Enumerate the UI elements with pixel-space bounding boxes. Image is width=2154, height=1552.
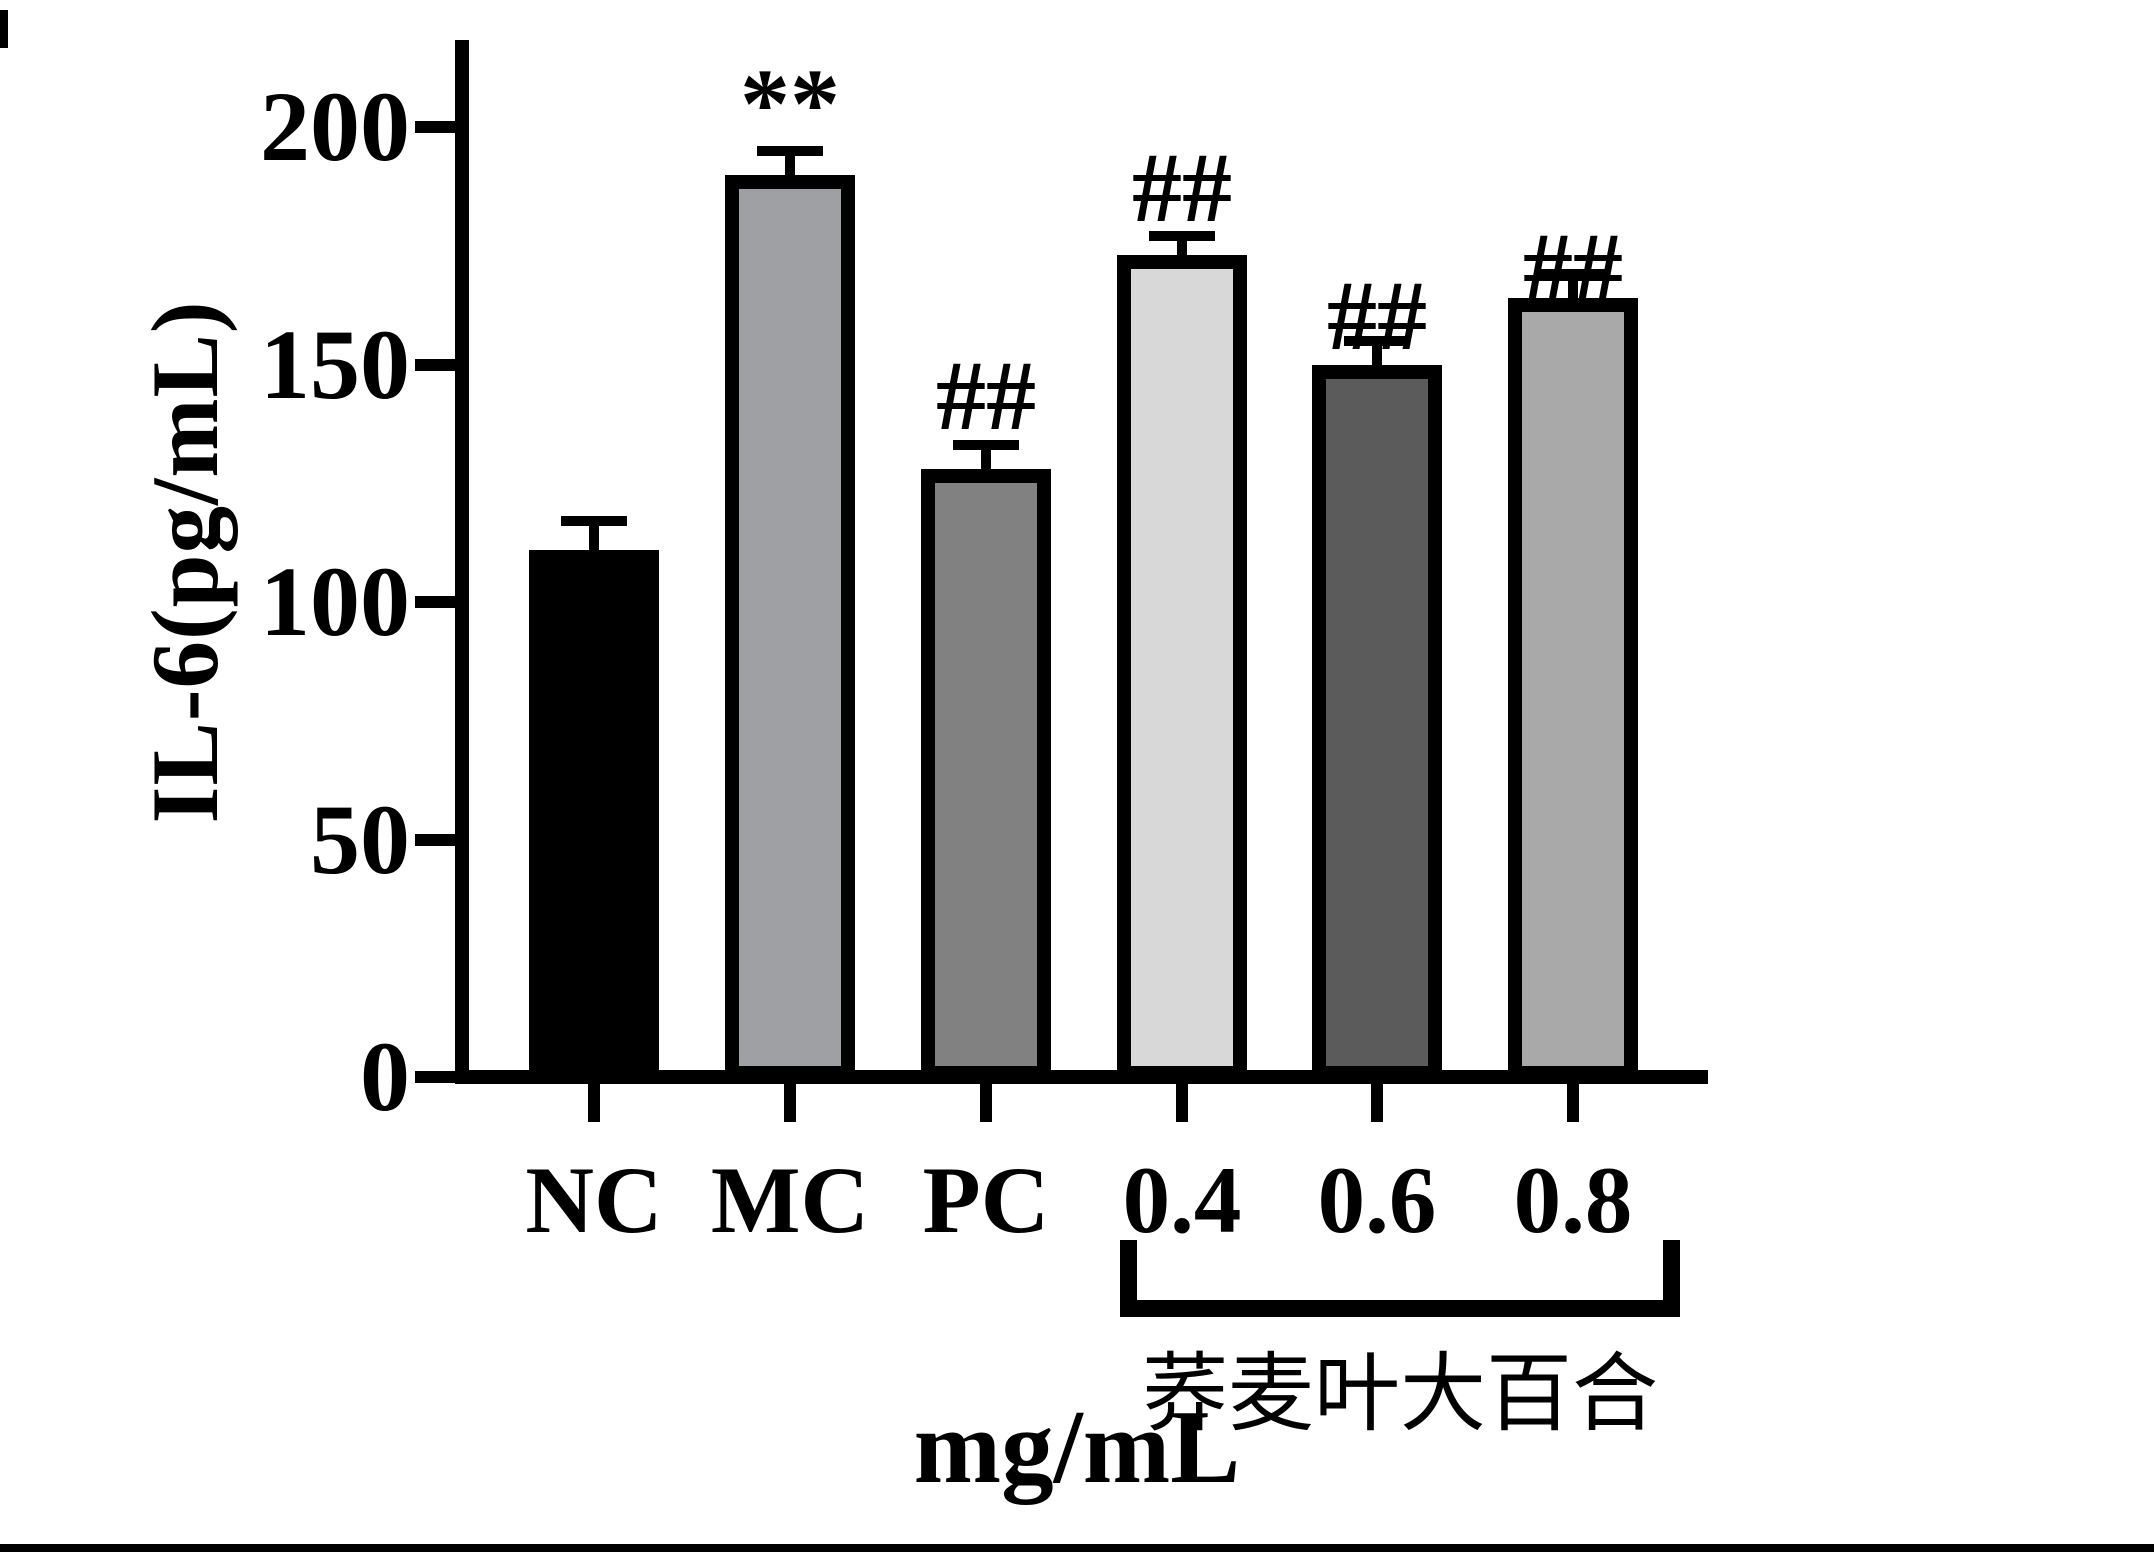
error-bar-stem (1372, 340, 1382, 373)
error-bar-cap (561, 516, 627, 527)
y-axis-tick (415, 596, 455, 608)
significance-hashes: ## (936, 340, 1036, 452)
x-axis-category-label: PC (922, 1147, 1050, 1253)
x-axis-tick (1176, 1084, 1188, 1122)
x-axis-tick (784, 1084, 796, 1122)
error-bar-cap (1149, 231, 1215, 242)
y-axis-tick (415, 1071, 455, 1083)
x-axis-tick (588, 1084, 600, 1122)
bar (529, 549, 659, 1080)
y-axis-tick (415, 121, 455, 133)
y-axis-tick-label: 0 (360, 1021, 410, 1132)
significance-hashes: ## (1523, 212, 1623, 324)
x-axis-category-label: 0.8 (1513, 1147, 1633, 1253)
error-bar-cap (1344, 335, 1410, 346)
y-axis-tick-label: 150 (260, 308, 410, 420)
y-axis-tick (415, 833, 455, 846)
error-bar-stem (589, 521, 599, 558)
x-axis-tick (1371, 1084, 1383, 1122)
error-bar-stem (785, 150, 795, 183)
error-bar-cap (953, 440, 1019, 451)
significance-hashes: ## (1327, 259, 1427, 371)
bar (921, 469, 1051, 1080)
y-axis-line (455, 40, 469, 1084)
bar (725, 174, 855, 1080)
significance-asterisks: ** (740, 47, 840, 159)
error-bar-stem (1177, 236, 1187, 264)
edge-artifact-mark (0, 10, 8, 48)
x-axis-tick (1567, 1084, 1579, 1122)
y-axis-tick (415, 358, 455, 371)
x-axis-category-label: 0.6 (1317, 1147, 1437, 1253)
group-bracket-label: 荞麦叶大百合 (1142, 1346, 1658, 1442)
x-axis-category-label: 0.4 (1122, 1147, 1242, 1253)
error-bar-stem (1568, 274, 1578, 306)
x-axis-tick (980, 1084, 992, 1122)
error-bar-cap (757, 145, 823, 156)
bar (1508, 298, 1638, 1080)
y-axis-tick-label: 200 (260, 71, 410, 182)
y-axis-tick-label: 100 (260, 546, 410, 657)
significance-hashes: ## (1132, 132, 1232, 244)
bar (1117, 255, 1247, 1080)
y-axis-tick-label: 50 (310, 783, 410, 895)
error-bar-stem (981, 445, 991, 477)
x-axis-category-label: MC (710, 1147, 870, 1253)
x-axis-unit-label: mg/mL (913, 1388, 1241, 1505)
x-axis-category-label: NC (525, 1147, 663, 1253)
group-bracket (1120, 1240, 1680, 1317)
error-bar-cap (1540, 269, 1606, 280)
bottom-border-line (0, 1544, 2154, 1552)
bar (1312, 364, 1442, 1080)
